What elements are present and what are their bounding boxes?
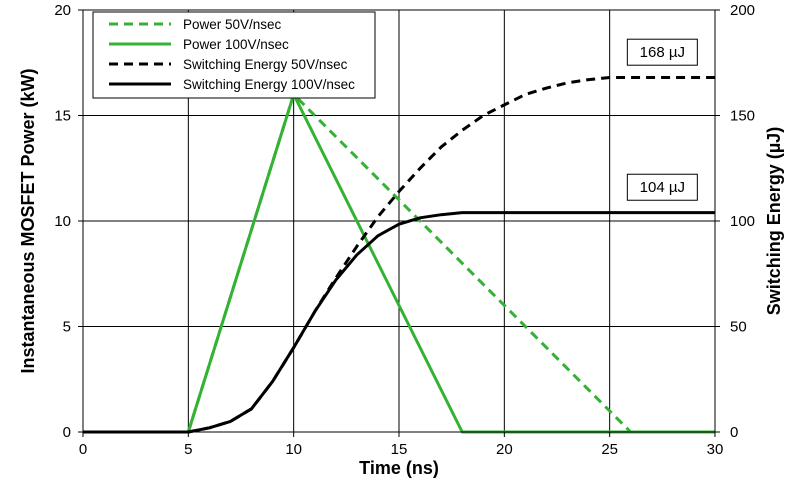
y2-tick-label: 150 bbox=[730, 108, 755, 125]
x-tick-label: 20 bbox=[496, 441, 513, 458]
y2-tick-label: 200 bbox=[730, 2, 755, 19]
y2-tick-label: 50 bbox=[730, 319, 747, 336]
callout-label: 104 µJ bbox=[640, 179, 685, 196]
legend: Power 50V/nsec Power 100V/nsec Switching E… bbox=[92, 11, 376, 99]
legend-label: Switching Energy 50V/nsec bbox=[183, 57, 348, 72]
callout-label: 168 µJ bbox=[640, 44, 685, 61]
y-axis-ticks: 0 5 10 15 20 bbox=[54, 2, 83, 441]
x-tick-label: 25 bbox=[601, 441, 618, 458]
legend-label: Power 50V/nsec bbox=[183, 17, 282, 32]
y2-axis-ticks: 0 50 100 150 200 bbox=[715, 2, 755, 441]
callouts: 168 µJ 104 µJ bbox=[626, 38, 698, 201]
x-tick-label: 30 bbox=[707, 441, 724, 458]
y2-tick-label: 100 bbox=[730, 213, 755, 230]
series-line-switching-energy-100v-nsec bbox=[83, 211, 715, 434]
callout-box bbox=[626, 38, 698, 66]
y-axis-title: Instantaneous MOSFET Power (kW) bbox=[18, 68, 38, 373]
x-axis-title: Time (ns) bbox=[359, 458, 439, 478]
y-tick-label: 15 bbox=[54, 108, 71, 125]
y2-axis-title: Switching Energy (µJ) bbox=[764, 127, 784, 315]
y-tick-label: 5 bbox=[63, 319, 71, 336]
callout-box bbox=[626, 173, 698, 201]
x-tick-label: 10 bbox=[285, 441, 302, 458]
legend-label: Switching Energy 100V/nsec bbox=[183, 77, 355, 92]
x-tick-label: 15 bbox=[391, 441, 408, 458]
legend-label: Power 100V/nsec bbox=[183, 37, 289, 52]
y2-tick-label: 0 bbox=[730, 424, 738, 441]
y-tick-label: 10 bbox=[54, 213, 71, 230]
x-tick-label: 0 bbox=[79, 441, 87, 458]
x-tick-label: 5 bbox=[184, 441, 192, 458]
y-tick-label: 0 bbox=[63, 424, 71, 441]
y-tick-label: 20 bbox=[54, 2, 71, 19]
x-axis-ticks: 0 5 10 15 20 25 30 bbox=[79, 432, 724, 458]
